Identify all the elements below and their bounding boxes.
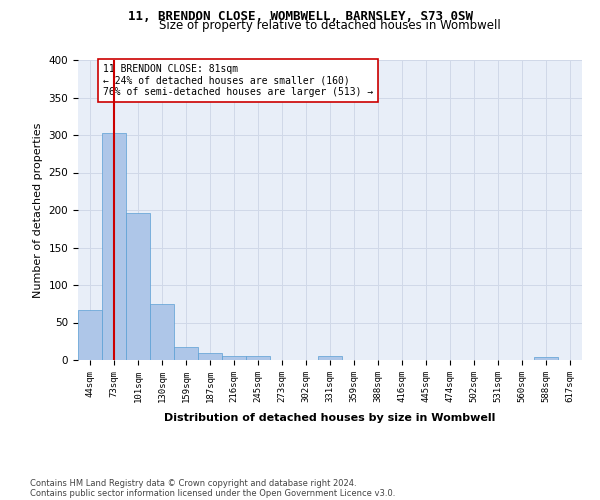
Bar [198, 353, 222, 360]
Bar [102, 132, 126, 360]
Bar [318, 356, 342, 360]
Y-axis label: Number of detached properties: Number of detached properties [33, 122, 43, 298]
Bar [78, 310, 102, 360]
Text: Contains HM Land Registry data © Crown copyright and database right 2024.: Contains HM Land Registry data © Crown c… [30, 478, 356, 488]
Bar [126, 213, 150, 360]
Title: Size of property relative to detached houses in Wombwell: Size of property relative to detached ho… [159, 20, 501, 32]
Bar [222, 356, 246, 360]
Bar [246, 356, 270, 360]
Text: Contains public sector information licensed under the Open Government Licence v3: Contains public sector information licen… [30, 488, 395, 498]
Bar [174, 346, 198, 360]
Bar [150, 304, 174, 360]
X-axis label: Distribution of detached houses by size in Wombwell: Distribution of detached houses by size … [164, 413, 496, 423]
Bar [534, 357, 558, 360]
Text: 11 BRENDON CLOSE: 81sqm
← 24% of detached houses are smaller (160)
76% of semi-d: 11 BRENDON CLOSE: 81sqm ← 24% of detache… [103, 64, 373, 97]
Text: 11, BRENDON CLOSE, WOMBWELL, BARNSLEY, S73 0SW: 11, BRENDON CLOSE, WOMBWELL, BARNSLEY, S… [128, 10, 473, 23]
